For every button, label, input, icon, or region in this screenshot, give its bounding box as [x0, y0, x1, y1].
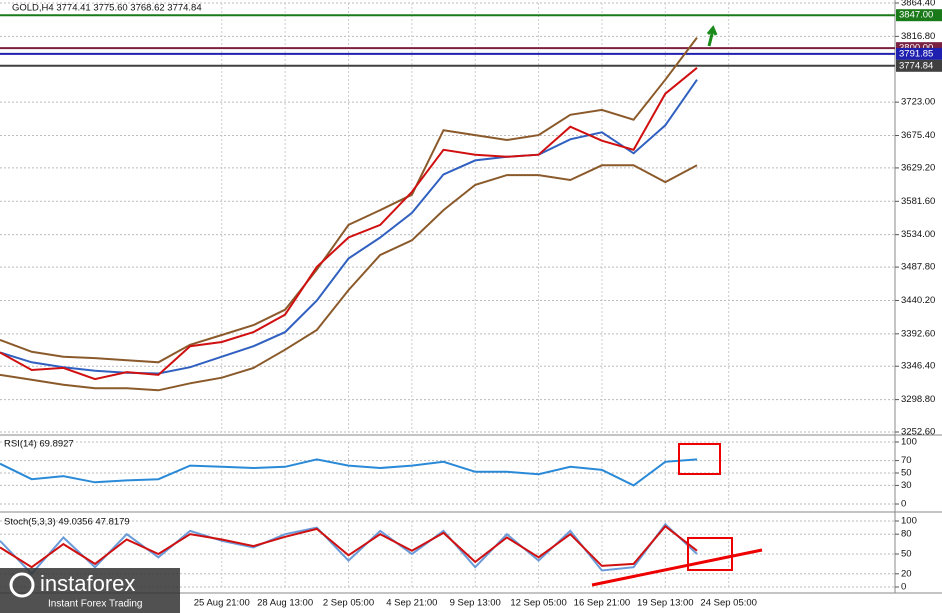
y-tick-label: 3392.60: [901, 328, 935, 339]
y-tick-label: 80: [901, 529, 912, 540]
level-label-box: [896, 59, 942, 72]
logo-icon: [9, 572, 35, 598]
series-line: [0, 36, 698, 364]
series-line: [0, 164, 698, 392]
y-tick-label: 3581.60: [901, 196, 935, 207]
trend-line: [591, 548, 763, 587]
series-line: [0, 524, 698, 569]
chart-title: GOLD,H4 3774.41 3775.60 3768.62 3774.84: [12, 3, 202, 14]
level-label-box: [896, 47, 942, 60]
y-tick-label: 3816.80: [901, 31, 935, 42]
x-tick-label: 25 Aug 21:00: [194, 598, 250, 609]
x-tick-label: 4 Sep 21:00: [386, 598, 437, 609]
indicator-title: Stoch(5,3,3) 49.0356 47.8179: [4, 517, 130, 528]
y-tick-label: 3346.40: [901, 361, 935, 372]
level-label: 3774.84: [899, 60, 933, 71]
y-tick-label: 3864.40: [901, 0, 935, 9]
y-tick-label: 70: [901, 455, 912, 466]
y-tick-label: 3440.20: [901, 295, 935, 306]
x-tick-label: 12 Sep 05:00: [510, 598, 567, 609]
y-tick-label: 100: [901, 516, 917, 527]
highlight-box: [678, 443, 721, 475]
y-tick-label: 3675.40: [901, 130, 935, 141]
series-line: [0, 458, 698, 487]
y-tick-label: 3723.00: [901, 97, 935, 108]
y-tick-label: 30: [901, 480, 912, 491]
y-tick-label: 3534.00: [901, 229, 935, 240]
level-label-box: [896, 9, 942, 22]
x-tick-label: 16 Sep 21:00: [574, 598, 631, 609]
series-line: [0, 79, 698, 375]
series-line: [0, 67, 698, 381]
x-tick-label: 28 Aug 13:00: [257, 598, 313, 609]
slogan: Instant Forex Trading: [48, 599, 143, 610]
x-tick-label: 24 Sep 05:00: [700, 598, 757, 609]
y-tick-label: 3487.80: [901, 262, 935, 273]
level-label: 3847.00: [899, 10, 933, 21]
y-tick-label: 3629.20: [901, 162, 935, 173]
y-tick-label: 3252.60: [901, 427, 935, 438]
y-tick-label: 0: [901, 582, 906, 593]
y-tick-label: 50: [901, 468, 912, 479]
x-tick-label: 2 Sep 05:00: [323, 598, 374, 609]
y-tick-label: 20: [901, 568, 912, 579]
y-tick-label: 100: [901, 437, 917, 448]
y-tick-label: 50: [901, 549, 912, 560]
y-tick-label: 3298.80: [901, 394, 935, 405]
arrow: [706, 25, 718, 47]
indicator-title: RSI(14) 69.8927: [4, 439, 74, 450]
watermark: instaforex Instant Forex Trading: [0, 568, 180, 613]
highlight-box: [687, 537, 733, 571]
y-tick-label: 0: [901, 499, 906, 510]
x-tick-label: 19 Sep 13:00: [637, 598, 694, 609]
x-tick-label: 9 Sep 13:00: [450, 598, 501, 609]
brand: instaforex: [40, 571, 135, 596]
level-label: 3791.85: [899, 48, 933, 59]
